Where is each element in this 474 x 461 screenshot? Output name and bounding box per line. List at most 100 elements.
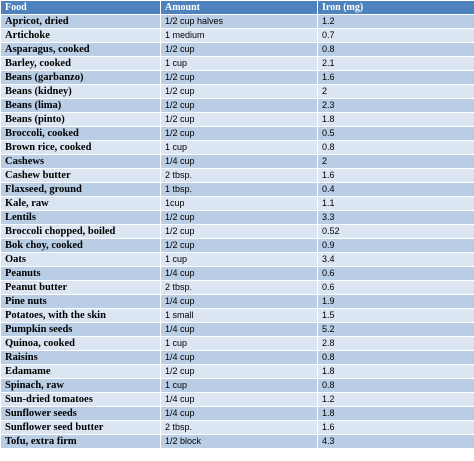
food-cell: Kale, raw xyxy=(0,196,161,211)
food-cell: Peanut butter xyxy=(0,280,161,295)
amount-cell: 1 cup xyxy=(160,56,318,71)
iron-cell: 2 xyxy=(317,154,474,169)
amount-cell: 1/2 cup xyxy=(160,126,318,141)
food-cell: Cashew butter xyxy=(0,168,161,183)
amount-cell: 1/4 cup xyxy=(160,154,318,169)
table-row: Tofu, extra firm 1/2 block 4.3 xyxy=(0,434,474,449)
amount-cell: 1 cup xyxy=(160,336,318,351)
food-cell: Sun-dried tomatoes xyxy=(0,392,161,407)
table-row: Beans (garbanzo) 1/2 cup 1.6 xyxy=(0,70,474,85)
amount-cell: 1/2 cup xyxy=(160,84,318,99)
food-cell: Sunflower seed butter xyxy=(0,420,161,435)
header-iron: Iron (mg) xyxy=(317,0,474,15)
amount-cell: 1/4 cup xyxy=(160,406,318,421)
food-cell: Quinoa, cooked xyxy=(0,336,161,351)
table-row: Asparagus, cooked 1/2 cup 0.8 xyxy=(0,42,474,57)
food-cell: Peanuts xyxy=(0,266,161,281)
table-row: Broccoli chopped, boiled 1/2 cup 0.52 xyxy=(0,224,474,239)
amount-cell: 1/2 cup xyxy=(160,224,318,239)
table-row: Kale, raw 1cup 1.1 xyxy=(0,196,474,211)
amount-cell: 1 medium xyxy=(160,28,318,43)
table-row: Bok choy, cooked 1/2 cup 0.9 xyxy=(0,238,474,253)
iron-content-table-container: Food Amount Iron (mg) Apricot, dried 1/2 … xyxy=(0,0,474,449)
food-cell: Broccoli, cooked xyxy=(0,126,161,141)
food-cell: Barley, cooked xyxy=(0,56,161,71)
iron-cell: 0.4 xyxy=(317,182,474,197)
food-cell: Lentils xyxy=(0,210,161,225)
amount-cell: 1 cup xyxy=(160,378,318,393)
table-row: Sun-dried tomatoes 1/4 cup 1.2 xyxy=(0,392,474,407)
table-row: Broccoli, cooked 1/2 cup 0.5 xyxy=(0,126,474,141)
amount-cell: 1/4 cup xyxy=(160,322,318,337)
amount-cell: 1cup xyxy=(160,196,318,211)
table-row: Peanuts 1/4 cup 0.6 xyxy=(0,266,474,281)
food-cell: Flaxseed, ground xyxy=(0,182,161,197)
table-row: Sunflower seeds 1/4 cup 1.8 xyxy=(0,406,474,421)
iron-cell: 0.7 xyxy=(317,28,474,43)
table-row: Potatoes, with the skin 1 small 1.5 xyxy=(0,308,474,323)
iron-cell: 1.5 xyxy=(317,308,474,323)
food-cell: Potatoes, with the skin xyxy=(0,308,161,323)
iron-content-table: Food Amount Iron (mg) Apricot, dried 1/2 … xyxy=(0,0,474,449)
food-cell: Pumpkin seeds xyxy=(0,322,161,337)
table-row: Beans (kidney) 1/2 cup 2 xyxy=(0,84,474,99)
iron-cell: 1.2 xyxy=(317,14,474,29)
table-row: Edamame 1/2 cup 1.8 xyxy=(0,364,474,379)
iron-cell: 1.6 xyxy=(317,70,474,85)
table-row: Barley, cooked 1 cup 2.1 xyxy=(0,56,474,71)
food-cell: Asparagus, cooked xyxy=(0,42,161,57)
iron-cell: 0.8 xyxy=(317,42,474,57)
amount-cell: 1 cup xyxy=(160,140,318,155)
iron-cell: 0.9 xyxy=(317,238,474,253)
iron-cell: 0.8 xyxy=(317,378,474,393)
amount-cell: 1/2 cup xyxy=(160,238,318,253)
amount-cell: 1/2 block xyxy=(160,434,318,449)
amount-cell: 1/2 cup xyxy=(160,42,318,57)
table-row: Apricot, dried 1/2 cup halves 1.2 xyxy=(0,14,474,29)
iron-cell: 0.8 xyxy=(317,140,474,155)
iron-cell: 4.3 xyxy=(317,434,474,449)
food-cell: Raisins xyxy=(0,350,161,365)
header-row: Food Amount Iron (mg) xyxy=(0,0,474,15)
food-cell: Broccoli chopped, boiled xyxy=(0,224,161,239)
iron-cell: 1.1 xyxy=(317,196,474,211)
amount-cell: 1/4 cup xyxy=(160,294,318,309)
table-row: Oats 1 cup 3.4 xyxy=(0,252,474,267)
iron-cell: 1.8 xyxy=(317,364,474,379)
iron-cell: 0.52 xyxy=(317,224,474,239)
table-row: Beans (lima) 1/2 cup 2.3 xyxy=(0,98,474,113)
table-row: Raisins 1/4 cup 0.8 xyxy=(0,350,474,365)
table-row: Cashew butter 2 tbsp. 1.6 xyxy=(0,168,474,183)
food-cell: Beans (pinto) xyxy=(0,112,161,127)
iron-cell: 1.6 xyxy=(317,420,474,435)
food-cell: Beans (garbanzo) xyxy=(0,70,161,85)
header-amount: Amount xyxy=(160,0,318,15)
iron-cell: 2.8 xyxy=(317,336,474,351)
table-row: Artichoke 1 medium 0.7 xyxy=(0,28,474,43)
amount-cell: 1/2 cup xyxy=(160,70,318,85)
amount-cell: 2 tbsp. xyxy=(160,168,318,183)
iron-cell: 1.8 xyxy=(317,112,474,127)
table-row: Beans (pinto) 1/2 cup 1.8 xyxy=(0,112,474,127)
table-row: Pine nuts 1/4 cup 1.9 xyxy=(0,294,474,309)
table-row: Quinoa, cooked 1 cup 2.8 xyxy=(0,336,474,351)
table-row: Sunflower seed butter 2 tbsp. 1.6 xyxy=(0,420,474,435)
table-body: Apricot, dried 1/2 cup halves 1.2 Artichok… xyxy=(0,14,474,449)
iron-cell: 1.8 xyxy=(317,406,474,421)
amount-cell: 1/2 cup xyxy=(160,210,318,225)
table-row: Brown rice, cooked 1 cup 0.8 xyxy=(0,140,474,155)
iron-cell: 3.3 xyxy=(317,210,474,225)
iron-cell: 2.3 xyxy=(317,98,474,113)
food-cell: Tofu, extra firm xyxy=(0,434,161,449)
iron-cell: 2.1 xyxy=(317,56,474,71)
iron-cell: 2 xyxy=(317,84,474,99)
iron-cell: 0.5 xyxy=(317,126,474,141)
amount-cell: 1/2 cup halves xyxy=(160,14,318,29)
amount-cell: 1/2 cup xyxy=(160,98,318,113)
amount-cell: 1 small xyxy=(160,308,318,323)
amount-cell: 2 tbsp. xyxy=(160,420,318,435)
food-cell: Beans (lima) xyxy=(0,98,161,113)
food-cell: Spinach, raw xyxy=(0,378,161,393)
table-row: Peanut butter 2 tbsp. 0.6 xyxy=(0,280,474,295)
food-cell: Artichoke xyxy=(0,28,161,43)
